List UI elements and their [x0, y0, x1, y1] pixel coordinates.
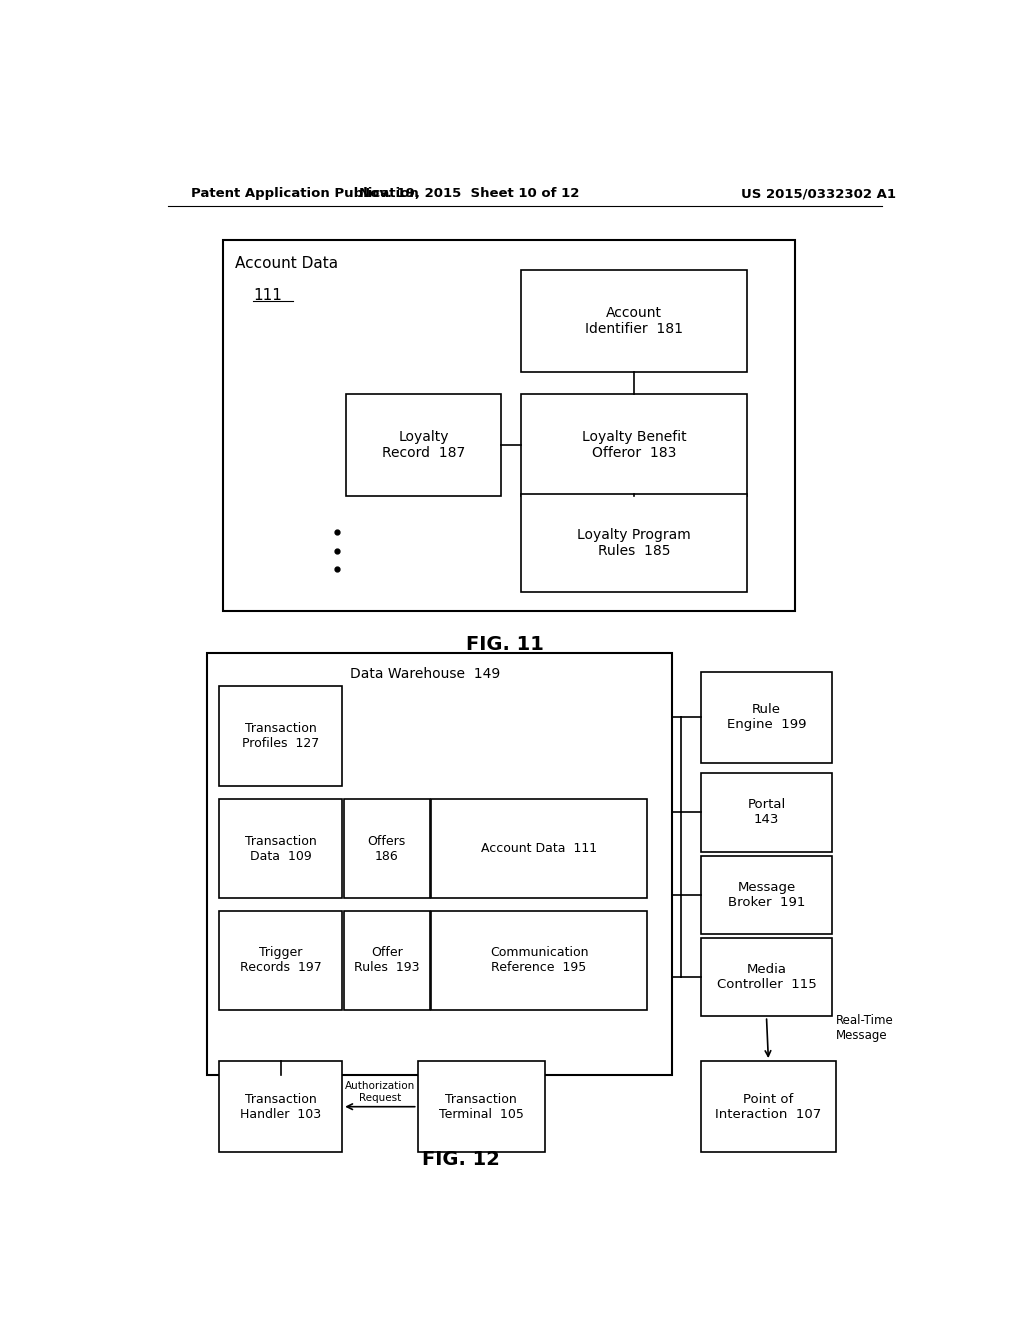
- Bar: [431, 911, 647, 1010]
- Bar: [418, 1061, 545, 1152]
- Text: Portal
143: Portal 143: [748, 799, 785, 826]
- Text: Loyalty
Record  187: Loyalty Record 187: [382, 430, 465, 461]
- Text: Account Data  111: Account Data 111: [481, 842, 597, 855]
- Text: Loyalty Benefit
Offeror  183: Loyalty Benefit Offeror 183: [582, 430, 686, 461]
- Text: Data Warehouse  149: Data Warehouse 149: [350, 667, 501, 681]
- Text: Media
Controller  115: Media Controller 115: [717, 964, 816, 991]
- Text: US 2015/0332302 A1: US 2015/0332302 A1: [741, 187, 896, 201]
- Text: Loyalty Program
Rules  185: Loyalty Program Rules 185: [578, 528, 691, 558]
- Bar: [219, 799, 342, 899]
- Text: Rule
Engine  199: Rule Engine 199: [727, 704, 806, 731]
- Text: Account
Identifier  181: Account Identifier 181: [585, 306, 683, 337]
- Text: 111: 111: [253, 289, 283, 304]
- Text: Patent Application Publication: Patent Application Publication: [191, 187, 419, 201]
- Bar: [344, 911, 430, 1010]
- Text: Trigger
Records  197: Trigger Records 197: [240, 946, 322, 974]
- Text: Nov. 19, 2015  Sheet 10 of 12: Nov. 19, 2015 Sheet 10 of 12: [359, 187, 580, 201]
- Text: Transaction
Terminal  105: Transaction Terminal 105: [438, 1093, 523, 1121]
- Bar: [344, 799, 430, 899]
- Bar: [701, 939, 831, 1016]
- Bar: [701, 1061, 836, 1152]
- Text: Authorization
Request: Authorization Request: [345, 1081, 415, 1102]
- Bar: [219, 1061, 342, 1152]
- Text: Transaction
Handler  103: Transaction Handler 103: [241, 1093, 322, 1121]
- Text: Message
Broker  191: Message Broker 191: [728, 880, 805, 908]
- Text: Transaction
Data  109: Transaction Data 109: [245, 834, 316, 862]
- Bar: [701, 855, 831, 935]
- Bar: [431, 799, 647, 899]
- Bar: [219, 686, 342, 785]
- Bar: [521, 271, 748, 372]
- Bar: [219, 911, 342, 1010]
- Bar: [223, 240, 795, 611]
- Text: FIG. 11: FIG. 11: [466, 635, 544, 653]
- Text: Account Data: Account Data: [236, 256, 338, 271]
- Text: Point of
Interaction  107: Point of Interaction 107: [716, 1093, 821, 1121]
- Text: Real-Time
Message: Real-Time Message: [836, 1015, 894, 1043]
- Bar: [207, 653, 672, 1076]
- Text: Offers
186: Offers 186: [368, 834, 406, 862]
- Bar: [701, 774, 831, 851]
- Text: Offer
Rules  193: Offer Rules 193: [354, 946, 420, 974]
- Bar: [346, 395, 501, 496]
- Text: Communication
Reference  195: Communication Reference 195: [489, 946, 589, 974]
- Bar: [521, 395, 748, 496]
- Text: Transaction
Profiles  127: Transaction Profiles 127: [242, 722, 319, 750]
- Bar: [521, 494, 748, 593]
- Text: FIG. 12: FIG. 12: [422, 1150, 501, 1168]
- Bar: [701, 672, 831, 763]
